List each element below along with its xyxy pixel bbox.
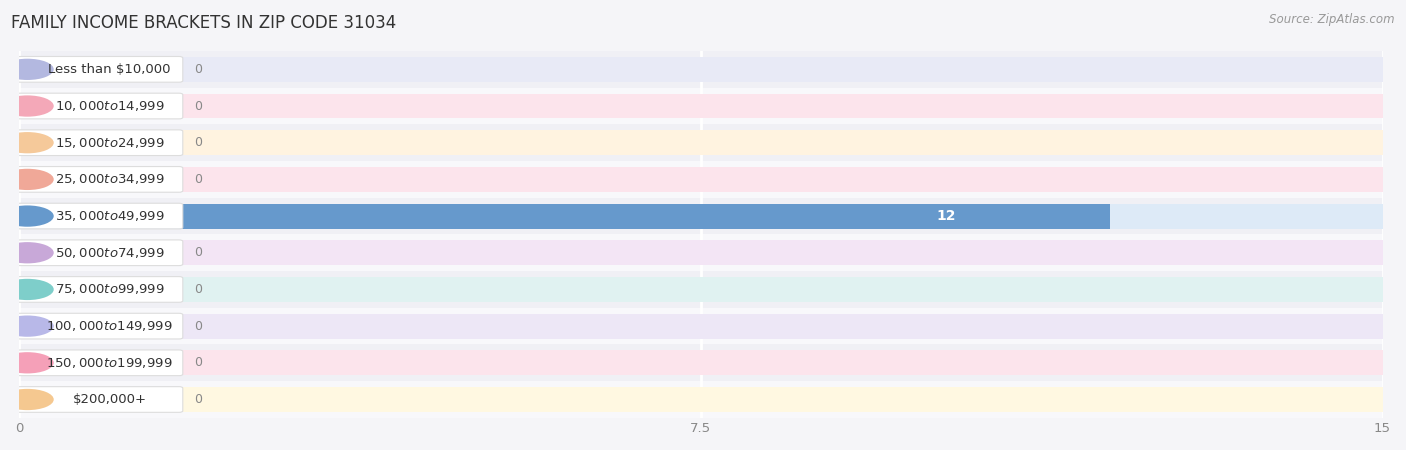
Circle shape bbox=[1, 352, 53, 374]
Bar bbox=[20, 88, 1382, 124]
Text: 0: 0 bbox=[194, 356, 202, 369]
FancyBboxPatch shape bbox=[17, 240, 183, 266]
Bar bbox=[20, 124, 1382, 161]
Text: Less than $10,000: Less than $10,000 bbox=[48, 63, 172, 76]
Text: $35,000 to $49,999: $35,000 to $49,999 bbox=[55, 209, 165, 223]
Bar bbox=[20, 387, 1382, 412]
Text: 0: 0 bbox=[194, 173, 202, 186]
FancyBboxPatch shape bbox=[17, 130, 183, 156]
Bar bbox=[20, 51, 1382, 88]
Circle shape bbox=[1, 279, 53, 300]
Bar bbox=[20, 308, 1382, 344]
Bar bbox=[20, 203, 1109, 229]
Circle shape bbox=[1, 206, 53, 227]
Circle shape bbox=[1, 315, 53, 337]
Text: $50,000 to $74,999: $50,000 to $74,999 bbox=[55, 246, 165, 260]
Text: $100,000 to $149,999: $100,000 to $149,999 bbox=[46, 319, 173, 333]
Text: 0: 0 bbox=[194, 283, 202, 296]
FancyBboxPatch shape bbox=[17, 57, 183, 82]
Bar bbox=[20, 57, 1382, 82]
Bar bbox=[20, 94, 1382, 118]
Bar bbox=[20, 344, 1382, 381]
Text: FAMILY INCOME BRACKETS IN ZIP CODE 31034: FAMILY INCOME BRACKETS IN ZIP CODE 31034 bbox=[11, 14, 396, 32]
Text: $150,000 to $199,999: $150,000 to $199,999 bbox=[46, 356, 173, 370]
Text: $15,000 to $24,999: $15,000 to $24,999 bbox=[55, 136, 165, 150]
Text: $25,000 to $34,999: $25,000 to $34,999 bbox=[55, 172, 165, 186]
Text: Source: ZipAtlas.com: Source: ZipAtlas.com bbox=[1270, 14, 1395, 27]
Text: $200,000+: $200,000+ bbox=[73, 393, 146, 406]
Bar bbox=[20, 351, 1382, 375]
Bar bbox=[20, 203, 1382, 229]
FancyBboxPatch shape bbox=[17, 166, 183, 192]
FancyBboxPatch shape bbox=[17, 93, 183, 119]
FancyBboxPatch shape bbox=[17, 277, 183, 302]
Bar bbox=[20, 167, 1382, 192]
Circle shape bbox=[1, 132, 53, 153]
Text: 0: 0 bbox=[194, 320, 202, 333]
Text: 0: 0 bbox=[194, 136, 202, 149]
Bar bbox=[20, 234, 1382, 271]
Text: 0: 0 bbox=[194, 393, 202, 406]
Text: $75,000 to $99,999: $75,000 to $99,999 bbox=[55, 283, 165, 297]
Text: 0: 0 bbox=[194, 99, 202, 112]
Bar bbox=[20, 381, 1382, 418]
Bar bbox=[20, 161, 1382, 198]
Text: 12: 12 bbox=[936, 209, 956, 223]
Text: 0: 0 bbox=[194, 63, 202, 76]
Text: 0: 0 bbox=[194, 246, 202, 259]
Text: $10,000 to $14,999: $10,000 to $14,999 bbox=[55, 99, 165, 113]
Bar bbox=[20, 314, 1382, 338]
FancyBboxPatch shape bbox=[17, 203, 183, 229]
FancyBboxPatch shape bbox=[17, 350, 183, 376]
FancyBboxPatch shape bbox=[17, 387, 183, 412]
Bar bbox=[20, 271, 1382, 308]
Bar bbox=[20, 130, 1382, 155]
Bar bbox=[20, 198, 1382, 234]
Circle shape bbox=[1, 169, 53, 190]
Circle shape bbox=[1, 95, 53, 117]
Bar bbox=[20, 240, 1382, 265]
Circle shape bbox=[1, 389, 53, 410]
Bar bbox=[20, 277, 1382, 302]
Circle shape bbox=[1, 58, 53, 80]
Circle shape bbox=[1, 242, 53, 263]
FancyBboxPatch shape bbox=[17, 313, 183, 339]
